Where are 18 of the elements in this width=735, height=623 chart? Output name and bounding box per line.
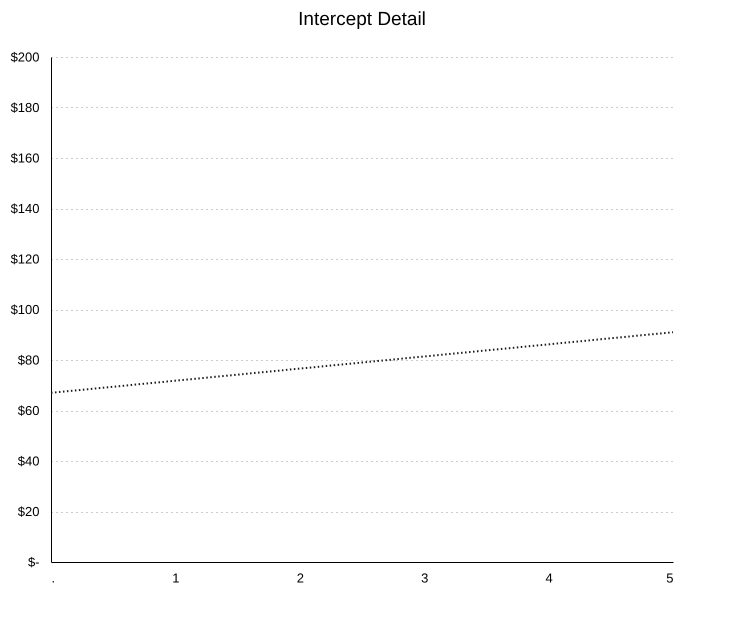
x-tick-label: 4 — [545, 570, 553, 586]
x-tick-label: 3 — [421, 570, 428, 586]
y-tick-label: $180 — [10, 100, 40, 115]
y-tick-label: $160 — [10, 150, 40, 166]
y-tick-label: $60 — [18, 403, 40, 418]
x-tick-label: 1 — [172, 570, 180, 586]
y-tick-label: $120 — [10, 252, 40, 266]
y-tick-label: $40 — [18, 454, 40, 468]
x-tick-label: 5 — [666, 570, 674, 586]
y-tick-label: $- — [28, 554, 40, 570]
x-tick-label: . — [52, 570, 56, 586]
y-tick-label: $20 — [18, 504, 40, 519]
chart-title: Intercept Detail — [298, 9, 426, 30]
x-tick-label: 2 — [296, 570, 304, 586]
y-tick-label: $140 — [10, 201, 40, 216]
y-tick-label: $100 — [10, 302, 40, 317]
y-tick-label: $80 — [18, 352, 40, 368]
y-tick-label: $200 — [10, 50, 40, 64]
